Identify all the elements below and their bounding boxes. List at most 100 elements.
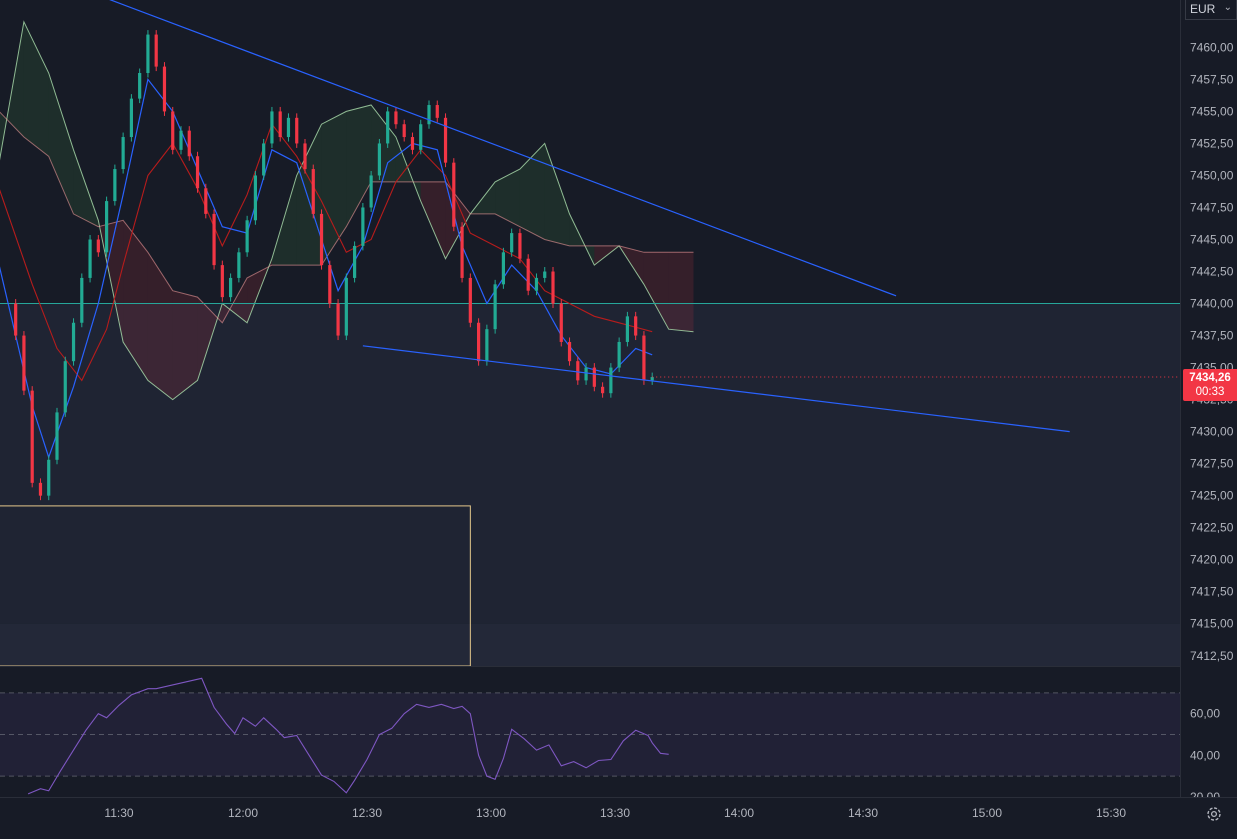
candle-body <box>295 117 299 144</box>
cloud-segment <box>48 73 74 214</box>
price-tick-label: 7427,50 <box>1190 457 1234 471</box>
candle-body <box>14 303 18 336</box>
time-axis-background <box>0 798 1237 835</box>
currency-label: EUR <box>1190 2 1216 16</box>
candle-body <box>634 316 638 336</box>
cloud-segment <box>420 181 446 259</box>
currency-select[interactable]: EUR ⌄ <box>1185 0 1237 20</box>
candle-body <box>576 361 580 381</box>
candle-body <box>551 271 555 304</box>
candle-body <box>518 233 522 259</box>
candle-body <box>129 98 133 138</box>
candle-body <box>146 34 150 74</box>
candle-body <box>402 124 406 138</box>
price-tick-label: 7430,00 <box>1190 425 1234 439</box>
price-tick-label: 7415,00 <box>1190 617 1234 631</box>
candle-body <box>179 130 183 150</box>
candle-body <box>88 239 92 278</box>
cloud-segment <box>23 21 49 157</box>
cloud-segment <box>172 290 198 400</box>
candle-body <box>328 265 332 304</box>
candle-body <box>419 124 423 150</box>
candle-body <box>270 111 274 144</box>
candle-body <box>353 245 357 278</box>
cloud-segment <box>123 220 148 381</box>
candle-body <box>369 175 373 208</box>
candle-body <box>510 233 514 253</box>
candle-body <box>477 322 481 362</box>
price-tick-label: 7452,50 <box>1190 136 1234 150</box>
candle-body <box>71 322 76 362</box>
candle-body <box>650 377 654 381</box>
cloud-segment <box>445 181 471 259</box>
candle-body <box>485 329 489 362</box>
candle-body <box>138 73 142 99</box>
candle-body <box>286 117 291 138</box>
cloud-segment <box>544 143 570 246</box>
time-tick-label: 12:00 <box>228 806 258 820</box>
time-tick-label: 11:30 <box>104 806 133 820</box>
candle-body <box>567 341 572 362</box>
candle-body <box>543 271 547 278</box>
candle-body <box>55 412 59 460</box>
rsi-line <box>27 677 669 795</box>
cloud-segment <box>346 105 372 227</box>
gear-icon[interactable] <box>1204 804 1224 824</box>
time-tick-label: 13:00 <box>476 806 506 820</box>
cloud-segment <box>495 169 520 227</box>
price-tick-label: 7425,00 <box>1190 489 1234 503</box>
candle-body <box>30 390 34 483</box>
time-tick-label: 15:00 <box>972 806 1002 820</box>
candle-body <box>617 341 621 368</box>
candle-body <box>229 277 233 298</box>
candle-body <box>245 220 249 253</box>
time-tick-label: 15:30 <box>1096 806 1126 820</box>
candle-body <box>220 265 224 298</box>
candle-body <box>377 143 381 176</box>
candle-body <box>592 367 596 387</box>
cloud-segment <box>321 111 347 266</box>
candle-body <box>80 277 84 323</box>
candle-body <box>319 213 324 266</box>
candle-body <box>253 175 257 221</box>
time-tick-label: 14:30 <box>848 806 878 820</box>
candle-body <box>501 252 505 285</box>
rsi-pane-background <box>0 667 1180 797</box>
chevron-down-icon: ⌄ <box>1223 2 1232 13</box>
price-tick-label: 7450,00 <box>1190 168 1234 182</box>
candle-body <box>394 111 398 125</box>
candle-body <box>410 137 415 150</box>
cloud-span-a-line <box>0 20 694 401</box>
candle-body <box>336 303 340 336</box>
price-axis-background <box>1180 0 1237 834</box>
candle-body <box>113 169 117 202</box>
candle-body <box>559 303 563 342</box>
price-tick-label: 7442,50 <box>1190 265 1234 279</box>
price-tick-label: 7437,50 <box>1190 329 1234 343</box>
lower-trendline <box>362 345 1070 433</box>
candle-body <box>195 156 200 189</box>
candle-body <box>303 143 307 170</box>
cloud-segment <box>371 105 396 182</box>
candle-body <box>278 111 282 138</box>
time-tick-label: 14:00 <box>724 806 754 820</box>
last-price-label: 7434,26 <box>1189 372 1231 384</box>
candle-body <box>171 111 175 150</box>
candle-body <box>262 143 266 176</box>
lower-zone <box>0 623 1180 666</box>
price-tick-label: 7420,00 <box>1190 553 1234 567</box>
candle-body <box>105 201 109 253</box>
price-tick-label: 7460,00 <box>1190 40 1234 54</box>
candle-body <box>601 386 605 394</box>
candle-body <box>386 111 390 144</box>
candle-body <box>154 34 158 67</box>
candle-body <box>38 482 43 496</box>
time-tick-label: 13:30 <box>600 806 630 820</box>
price-tick-label: 7417,50 <box>1190 585 1234 599</box>
cloud-segment <box>296 124 322 266</box>
candle-body <box>344 277 348 336</box>
rsi-tick-label: 60,00 <box>1190 707 1220 721</box>
price-tick-label: 7447,50 <box>1190 200 1234 214</box>
